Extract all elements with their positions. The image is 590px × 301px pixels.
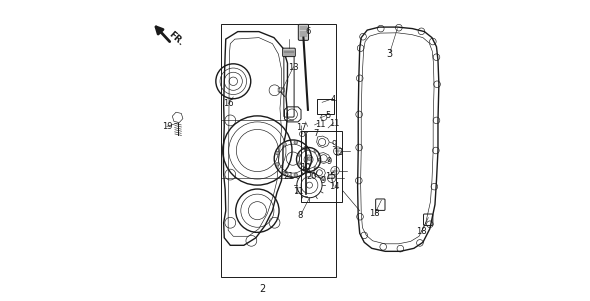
FancyBboxPatch shape [283,48,296,57]
Text: 10: 10 [300,163,311,172]
Text: 16: 16 [224,99,234,108]
Circle shape [294,173,297,177]
Text: 12: 12 [333,147,344,157]
Text: 11: 11 [293,187,303,196]
Text: 3: 3 [387,49,393,59]
Circle shape [304,146,307,150]
Text: 14: 14 [329,182,339,191]
Circle shape [305,169,307,171]
Circle shape [314,166,316,169]
Text: 17: 17 [296,123,307,132]
Circle shape [305,148,307,150]
Circle shape [276,151,279,155]
Text: 18: 18 [416,227,427,236]
FancyBboxPatch shape [299,24,309,40]
Text: 19: 19 [162,122,172,131]
Circle shape [318,158,320,161]
Text: 7: 7 [313,129,319,138]
Text: 9: 9 [326,157,332,166]
Circle shape [304,167,307,171]
Text: FR.: FR. [167,30,185,47]
Circle shape [283,142,286,146]
Text: 21: 21 [283,172,294,181]
Text: 15: 15 [325,172,336,181]
Circle shape [298,154,300,156]
Circle shape [283,171,286,175]
Text: 13: 13 [288,63,299,72]
Text: 9: 9 [321,176,326,185]
Text: 6: 6 [306,27,312,36]
Circle shape [298,163,300,165]
Text: 5: 5 [325,111,330,120]
Text: 20: 20 [306,172,317,181]
Text: 11: 11 [329,119,339,128]
Text: 11: 11 [315,120,326,129]
Text: 9: 9 [332,140,337,149]
Circle shape [276,163,279,166]
Text: 8: 8 [298,211,303,220]
Circle shape [307,157,312,160]
Text: 4: 4 [331,95,336,104]
Circle shape [314,150,316,153]
Text: 2: 2 [259,284,265,294]
Text: 18: 18 [369,209,380,218]
Circle shape [294,141,297,144]
